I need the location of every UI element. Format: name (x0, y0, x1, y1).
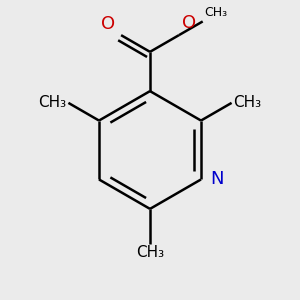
Text: N: N (210, 170, 223, 188)
Text: O: O (101, 15, 115, 33)
Text: CH₃: CH₃ (205, 7, 228, 20)
Text: CH₃: CH₃ (234, 95, 262, 110)
Text: CH₃: CH₃ (136, 245, 164, 260)
Text: O: O (182, 14, 196, 32)
Text: CH₃: CH₃ (38, 95, 66, 110)
